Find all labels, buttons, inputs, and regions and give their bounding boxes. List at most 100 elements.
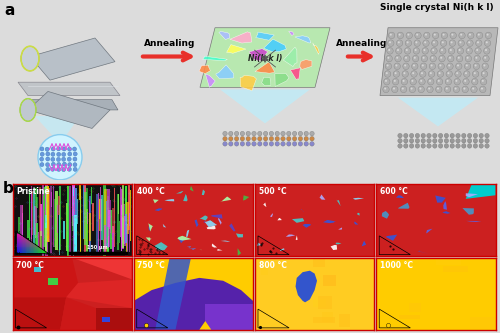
Circle shape	[286, 131, 291, 136]
Bar	[36, 188, 37, 244]
Circle shape	[240, 137, 244, 141]
Bar	[79, 185, 81, 200]
Circle shape	[388, 32, 395, 39]
Polygon shape	[12, 297, 66, 330]
Circle shape	[415, 139, 420, 143]
Polygon shape	[302, 224, 311, 228]
Polygon shape	[284, 47, 297, 67]
Text: Annealing: Annealing	[144, 39, 196, 48]
Circle shape	[398, 41, 400, 43]
Bar	[20, 205, 23, 239]
Bar	[74, 188, 75, 243]
Circle shape	[453, 86, 460, 93]
Polygon shape	[238, 248, 241, 256]
Circle shape	[428, 78, 434, 85]
Bar	[63, 221, 65, 239]
Circle shape	[460, 41, 462, 43]
Circle shape	[452, 34, 454, 36]
Circle shape	[310, 137, 314, 141]
Bar	[100, 187, 101, 252]
Circle shape	[442, 41, 444, 43]
Bar	[104, 188, 106, 253]
Bar	[80, 188, 81, 254]
Circle shape	[258, 131, 262, 136]
Circle shape	[281, 142, 285, 146]
Bar	[129, 213, 130, 226]
Circle shape	[286, 137, 291, 141]
Circle shape	[404, 64, 406, 67]
Circle shape	[402, 80, 404, 82]
Circle shape	[450, 32, 456, 39]
Polygon shape	[357, 213, 360, 216]
Circle shape	[292, 142, 297, 146]
Circle shape	[275, 137, 280, 141]
Circle shape	[485, 32, 492, 39]
Circle shape	[388, 40, 394, 46]
Circle shape	[292, 137, 297, 141]
Circle shape	[404, 48, 411, 54]
Bar	[47, 186, 48, 242]
Circle shape	[432, 144, 437, 148]
Ellipse shape	[20, 99, 36, 121]
Circle shape	[383, 86, 389, 93]
Bar	[89, 201, 90, 247]
Circle shape	[264, 131, 268, 136]
Polygon shape	[153, 199, 158, 203]
Polygon shape	[204, 220, 206, 223]
Polygon shape	[72, 258, 132, 279]
Polygon shape	[188, 248, 196, 250]
Circle shape	[384, 88, 386, 90]
Circle shape	[457, 64, 459, 67]
Polygon shape	[194, 219, 198, 227]
Circle shape	[405, 57, 407, 59]
Circle shape	[484, 57, 486, 59]
Circle shape	[397, 49, 399, 51]
Circle shape	[281, 131, 285, 136]
Polygon shape	[226, 45, 246, 53]
Bar	[106, 201, 108, 247]
Bar	[40, 187, 41, 252]
Circle shape	[482, 80, 484, 82]
Bar	[114, 188, 116, 247]
Polygon shape	[188, 246, 191, 247]
Polygon shape	[134, 258, 253, 301]
Circle shape	[468, 134, 472, 138]
Bar	[409, 303, 421, 312]
Polygon shape	[263, 202, 266, 207]
Bar	[46, 188, 47, 225]
Circle shape	[228, 131, 233, 136]
Circle shape	[240, 142, 244, 146]
Text: b: b	[2, 181, 14, 196]
Circle shape	[281, 137, 285, 141]
Circle shape	[449, 40, 456, 46]
Bar	[127, 224, 128, 254]
Circle shape	[457, 48, 464, 54]
Circle shape	[410, 134, 414, 138]
Circle shape	[388, 57, 390, 59]
Circle shape	[480, 86, 486, 93]
Bar	[74, 196, 75, 253]
Circle shape	[483, 55, 489, 62]
Bar	[108, 189, 110, 227]
Circle shape	[473, 144, 478, 148]
Polygon shape	[243, 195, 250, 200]
Polygon shape	[264, 39, 286, 52]
Text: 150 μm: 150 μm	[88, 245, 108, 250]
Circle shape	[68, 147, 71, 151]
Polygon shape	[96, 308, 132, 330]
Circle shape	[485, 134, 489, 138]
Circle shape	[432, 32, 439, 39]
Polygon shape	[398, 98, 478, 127]
Bar	[98, 199, 101, 219]
Polygon shape	[256, 32, 274, 40]
Circle shape	[472, 78, 478, 85]
Bar	[91, 187, 92, 203]
Circle shape	[398, 144, 402, 148]
Polygon shape	[295, 36, 311, 43]
Polygon shape	[164, 199, 174, 201]
Circle shape	[389, 41, 391, 43]
Circle shape	[473, 134, 478, 138]
Polygon shape	[300, 60, 312, 70]
Circle shape	[448, 64, 450, 67]
Text: 700 °C: 700 °C	[16, 261, 44, 270]
